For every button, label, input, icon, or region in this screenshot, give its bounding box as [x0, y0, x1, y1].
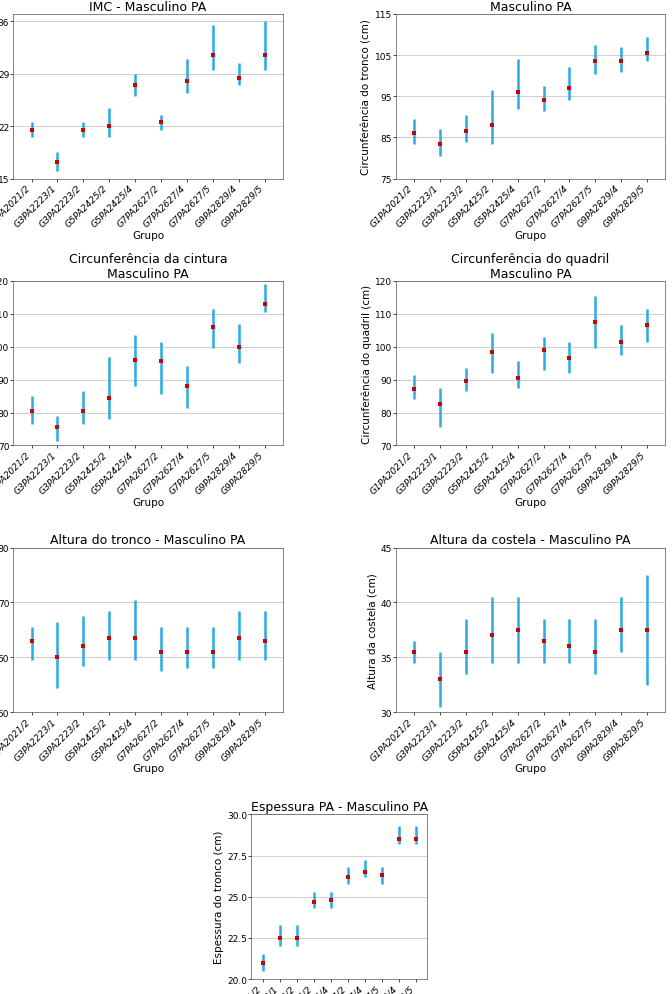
- Title: Circunferência da cintura
Masculino PA: Circunferência da cintura Masculino PA: [69, 252, 227, 280]
- Title: Espessura PA - Masculino PA: Espessura PA - Masculino PA: [251, 800, 428, 813]
- X-axis label: Grupo: Grupo: [132, 763, 164, 773]
- Title: Circunferência do tronco
Masculino PA: Circunferência do tronco Masculino PA: [454, 0, 607, 14]
- Title: Circunferência do quadril
Masculino PA: Circunferência do quadril Masculino PA: [452, 252, 610, 280]
- X-axis label: Grupo: Grupo: [515, 497, 546, 507]
- X-axis label: Grupo: Grupo: [515, 763, 546, 773]
- X-axis label: Grupo: Grupo: [515, 231, 546, 241]
- X-axis label: Grupo: Grupo: [132, 231, 164, 241]
- X-axis label: Grupo: Grupo: [132, 497, 164, 507]
- Title: IMC - Masculino PA: IMC - Masculino PA: [89, 1, 207, 14]
- Y-axis label: Espessura do tronco (cm): Espessura do tronco (cm): [214, 830, 224, 963]
- Title: Altura da costela - Masculino PA: Altura da costela - Masculino PA: [430, 534, 631, 547]
- Y-axis label: Altura da costela (cm): Altura da costela (cm): [368, 573, 378, 688]
- Y-axis label: Circunferência do tronco (cm): Circunferência do tronco (cm): [362, 19, 372, 175]
- Title: Altura do tronco - Masculino PA: Altura do tronco - Masculino PA: [50, 534, 246, 547]
- Y-axis label: Circunferência do quadril (cm): Circunferência do quadril (cm): [362, 284, 372, 443]
